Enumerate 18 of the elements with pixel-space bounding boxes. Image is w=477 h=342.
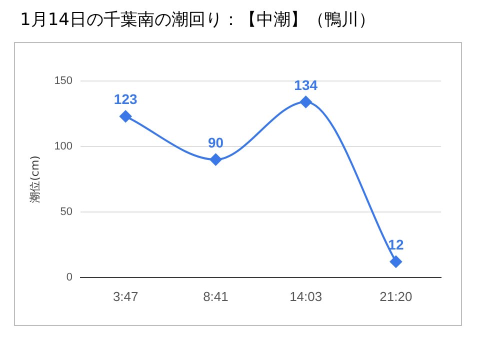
point [300, 96, 312, 108]
x-tick-label: 8:41 [203, 288, 228, 304]
chart-title: 1月14日の千葉南の潮回り：【中潮】（鴨川） [20, 9, 376, 31]
data-label: 12 [388, 236, 404, 253]
point [120, 110, 132, 122]
point [390, 256, 402, 268]
x-tick-label: 14:03 [290, 288, 322, 304]
x-tick-label: 21:20 [380, 288, 412, 304]
data-label: 123 [114, 91, 138, 108]
x-tick-label: 3:47 [112, 288, 138, 304]
y-tick-label: 50 [60, 206, 73, 218]
point [210, 154, 222, 166]
y-tick-label: 150 [54, 75, 73, 88]
data-label: 134 [294, 76, 318, 93]
data-label: 90 [208, 134, 224, 150]
y-tick-label: 0 [66, 271, 73, 284]
y-tick-label: 100 [54, 140, 73, 152]
y-axis-title: 潮位(cm) [28, 156, 42, 203]
